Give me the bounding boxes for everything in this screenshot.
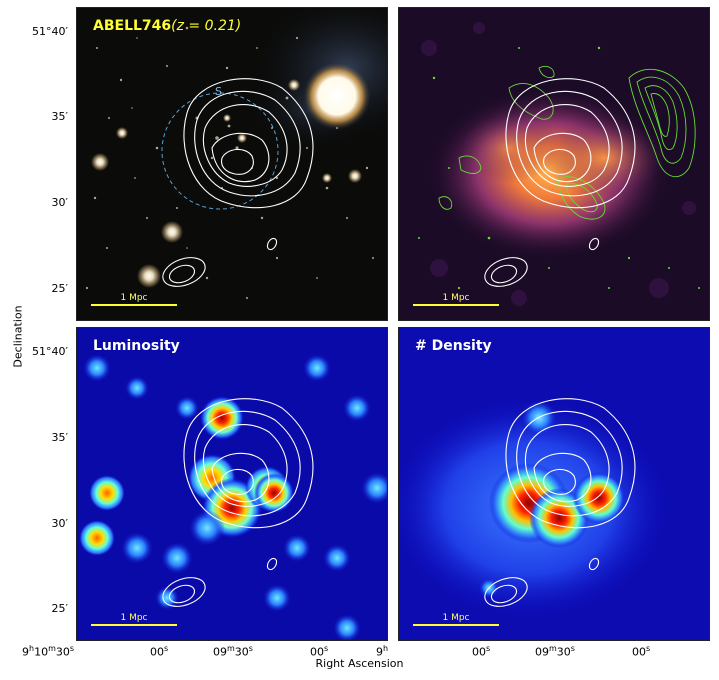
scalebar: 1 Mpc [91, 293, 177, 306]
density-title: # Density [415, 338, 492, 354]
xtick-left-3: 09m30s [213, 644, 253, 659]
scalebar-line [413, 304, 499, 306]
marker-s-label: S [215, 85, 222, 98]
ytick-top-2: 35′ [51, 110, 69, 123]
ytick-bottom-1: 51°40′ [32, 345, 68, 358]
xtick-right-2: 09m30s [535, 644, 575, 659]
scalebar-label: 1 Mpc [442, 293, 470, 303]
ytick-bottom-4: 25′ [51, 602, 69, 615]
cluster-name: ABELL746 [93, 18, 172, 34]
xray-image [399, 8, 709, 320]
ytick-top-4: 25′ [51, 282, 69, 295]
scalebar-line [91, 304, 177, 306]
scalebar-line [413, 624, 499, 626]
ytick-bottom-3: 30′ [51, 517, 69, 530]
cluster-title: ABELL746(z = 0.21) [93, 18, 241, 34]
x-axis-label: Right Ascension [315, 657, 404, 670]
optical-image-panel: S ABELL746(z = 0.21) 1 Mpc [76, 7, 388, 321]
xtick-left-4: 00s [310, 644, 329, 659]
ytick-bottom-2: 35′ [51, 431, 69, 444]
xtick-right-3: 00s [632, 644, 651, 659]
scalebar-line [91, 624, 177, 626]
luminosity-map-panel: Luminosity 1 Mpc [76, 327, 388, 641]
density-map [399, 328, 709, 640]
xtick-left-1: 9h10m30s [22, 644, 75, 659]
luminosity-title: Luminosity [93, 338, 180, 354]
scalebar-label: 1 Mpc [442, 613, 470, 623]
density-map-panel: # Density 1 Mpc [398, 327, 710, 641]
ytick-top-1: 51°40′ [32, 25, 68, 38]
scalebar-label: 1 Mpc [120, 613, 148, 623]
cluster-redshift: (z = 0.21) [171, 18, 242, 34]
ytick-top-3: 30′ [51, 196, 69, 209]
optical-image: S [77, 8, 387, 320]
scalebar-label: 1 Mpc [120, 293, 148, 303]
y-axis-label: Declination [11, 305, 25, 368]
scalebar: 1 Mpc [91, 613, 177, 626]
xtick-left-5: 9h [376, 644, 389, 659]
scalebar: 1 Mpc [413, 293, 499, 306]
scalebar: 1 Mpc [413, 613, 499, 626]
xray-radio-panel: 1 Mpc [398, 7, 710, 321]
luminosity-map [77, 328, 387, 640]
xtick-right-1: 00s [472, 644, 491, 659]
xtick-left-2: 00s [150, 644, 169, 659]
